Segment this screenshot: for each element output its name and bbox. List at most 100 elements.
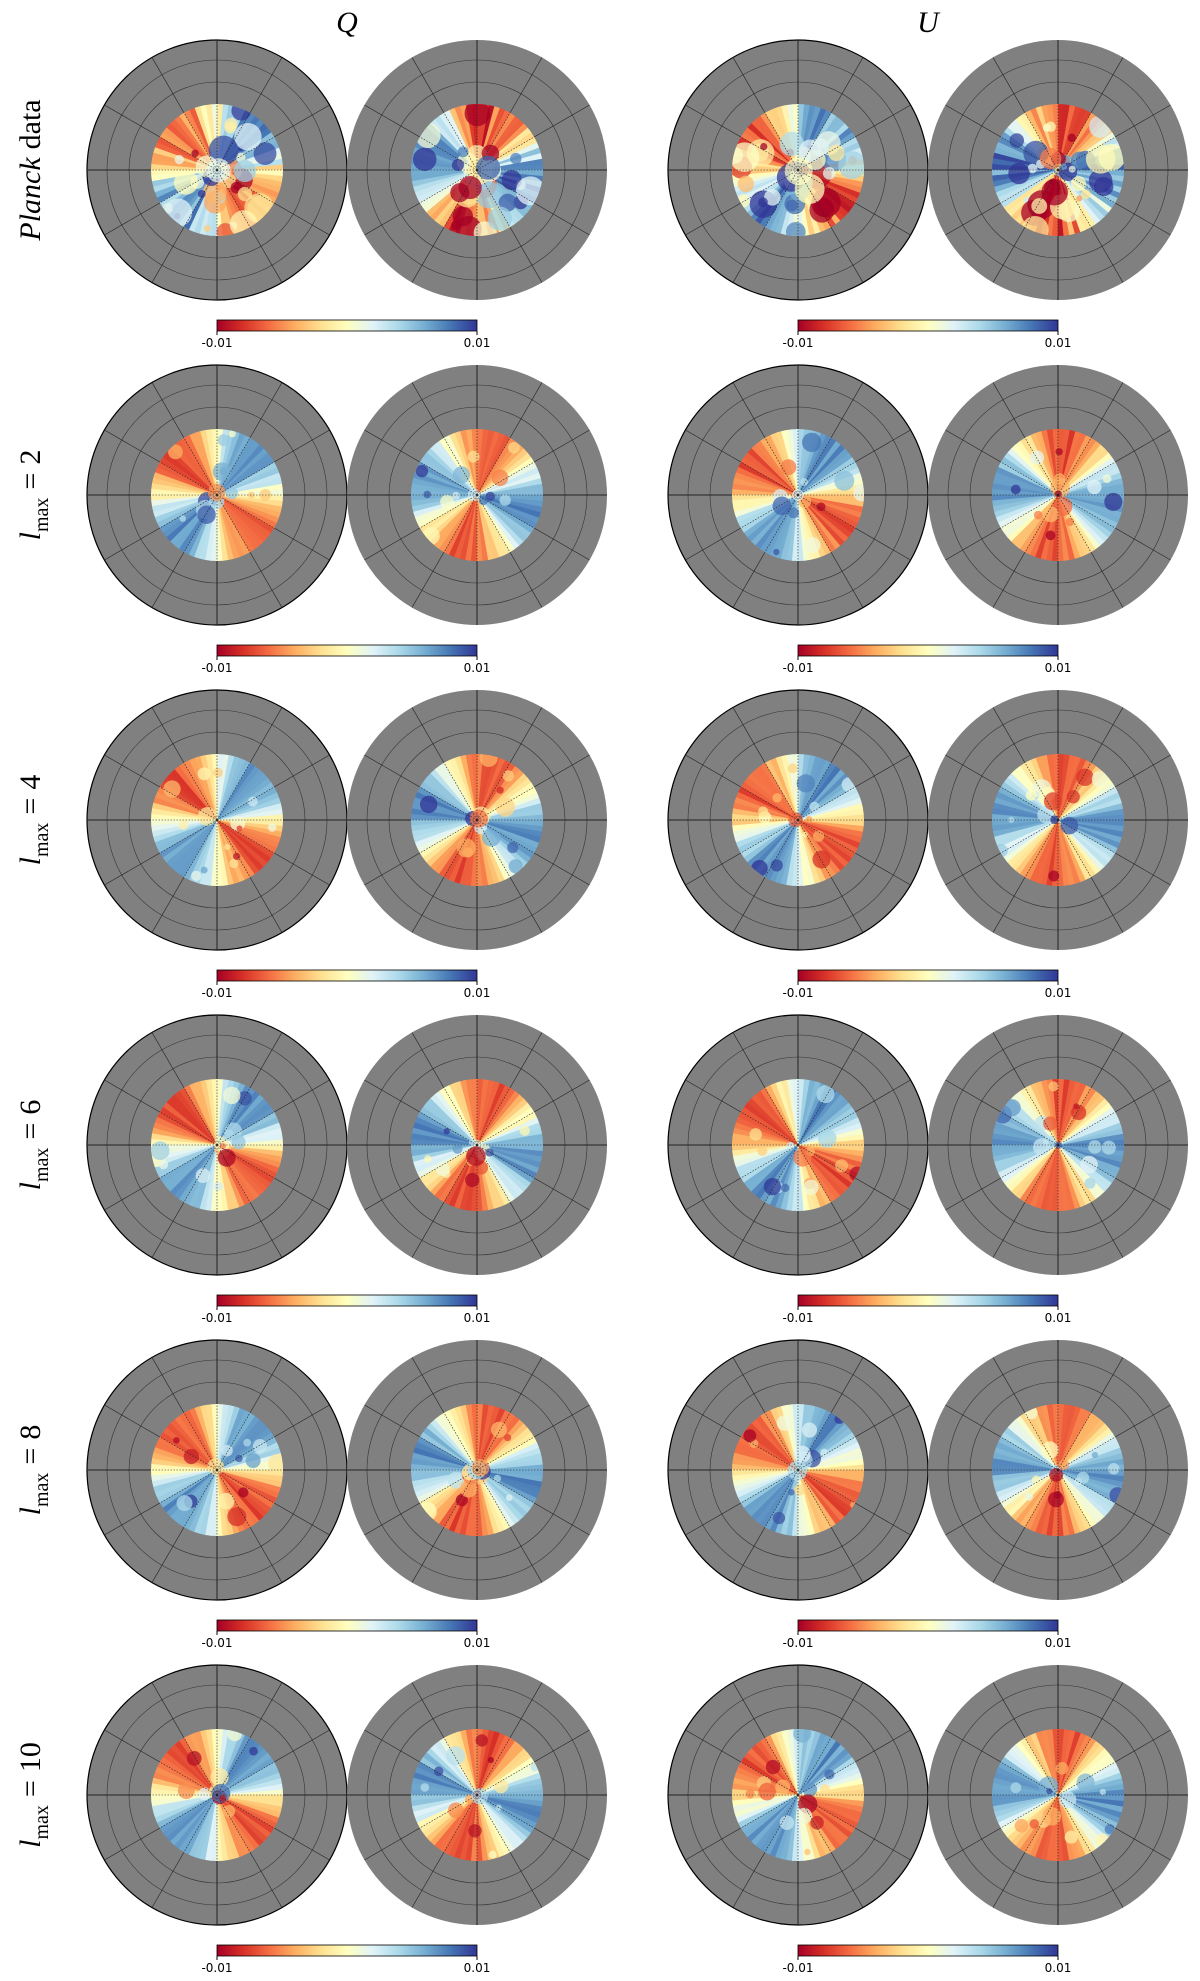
map-blob (433, 1766, 444, 1777)
graticule-line (216, 1087, 251, 1146)
map-blob (176, 1495, 193, 1512)
sky-map (347, 1015, 607, 1275)
graticule-line (740, 1794, 799, 1829)
map-blob (457, 146, 469, 158)
graticule-line (830, 57, 864, 113)
graticule-line (419, 1144, 478, 1179)
map-blob (1091, 770, 1109, 788)
map-blob (488, 1850, 497, 1859)
map-blob (819, 1783, 830, 1794)
row-label-subscript: max (31, 1148, 53, 1182)
map-blob (1080, 189, 1091, 200)
map-blob (227, 1507, 247, 1527)
graticule-line (411, 382, 445, 438)
graticule-line (945, 754, 1001, 788)
graticule-line (1000, 1469, 1059, 1504)
graticule-line (1024, 437, 1059, 496)
map-blob (482, 828, 501, 847)
graticule-line (159, 1469, 218, 1504)
graticule-line (183, 437, 218, 496)
map-blob (758, 1782, 776, 1801)
map-blob (197, 807, 217, 826)
map-blob (1071, 176, 1087, 192)
graticule-line (476, 461, 535, 496)
map-wedge (476, 1794, 543, 1802)
graticule-line (509, 552, 543, 608)
map-blob (468, 1824, 482, 1838)
map-blob (459, 1480, 478, 1498)
map-blob (770, 859, 783, 872)
graticule-line (732, 552, 766, 608)
colorbar-tick-label: -0.01 (201, 986, 232, 1000)
map-blob (415, 464, 429, 478)
map-blob (268, 1453, 283, 1474)
map-blob (812, 830, 825, 842)
map-blob (1049, 1467, 1064, 1482)
graticule-line (685, 527, 741, 561)
map-blob (507, 841, 519, 854)
map-blob (504, 1434, 512, 1442)
map-blob (475, 1734, 488, 1747)
map-blob (179, 515, 186, 522)
map-blob (1101, 1140, 1116, 1155)
graticule-line (1057, 819, 1092, 878)
graticule-line (443, 112, 478, 171)
graticule-line (1024, 494, 1059, 553)
colorbar-tick-label: -0.01 (201, 1311, 232, 1325)
graticule-line (274, 1502, 330, 1536)
map-blob (1076, 1773, 1095, 1792)
graticule-line (1115, 1502, 1171, 1536)
map-blob (1088, 1140, 1102, 1154)
map-blob (828, 144, 845, 162)
graticule-line (411, 1852, 445, 1908)
map-wedge (216, 1794, 283, 1802)
graticule-line (419, 1436, 478, 1471)
sky-map (928, 690, 1188, 950)
map-blob (1104, 1823, 1116, 1835)
map-blob (838, 151, 864, 180)
graticule-line (992, 57, 1026, 113)
map-blob (464, 104, 491, 127)
row-label-symbol: l (14, 1507, 47, 1515)
colorbar-tick-label: 0.01 (464, 1961, 491, 1975)
graticule-line (159, 1436, 218, 1471)
graticule-line (685, 1729, 741, 1763)
map-blob (452, 1143, 463, 1154)
sky-map (667, 364, 929, 626)
colorbar-tick-label: 0.01 (1045, 1636, 1072, 1650)
map-blob (208, 135, 239, 166)
colorbar (216, 969, 478, 982)
graticule-line (509, 1682, 543, 1738)
graticule-line (855, 754, 911, 788)
graticule-line (797, 437, 832, 496)
graticule-line (992, 227, 1026, 283)
graticule-line (419, 494, 478, 529)
map-blob (732, 147, 744, 164)
graticule-line (249, 877, 283, 933)
map-blob (232, 852, 241, 860)
graticule-line (183, 494, 218, 553)
sky-map (86, 1339, 348, 1601)
row-label-subscript: max (31, 1473, 53, 1507)
graticule-line (740, 1144, 799, 1179)
graticule-line (1057, 1087, 1092, 1146)
graticule-line (104, 852, 160, 886)
map-blob (758, 806, 769, 817)
graticule-line (1090, 1682, 1124, 1738)
graticule-line (1115, 202, 1171, 236)
sky-map (347, 1665, 607, 1925)
map-blob (476, 181, 503, 209)
graticule-line (159, 1794, 218, 1829)
map-blob (793, 1148, 812, 1167)
row-label-relation: = (14, 1780, 47, 1797)
graticule-line (364, 1177, 420, 1211)
graticule-line (685, 104, 741, 138)
graticule-line (274, 852, 330, 886)
row-label-italic: Planck (14, 157, 47, 242)
map-blob (853, 484, 864, 502)
graticule-line (443, 1469, 478, 1528)
row-label-relation: = (14, 1123, 47, 1140)
map-blob (479, 754, 498, 767)
graticule-line (732, 1682, 766, 1738)
map-pixels (411, 754, 543, 886)
